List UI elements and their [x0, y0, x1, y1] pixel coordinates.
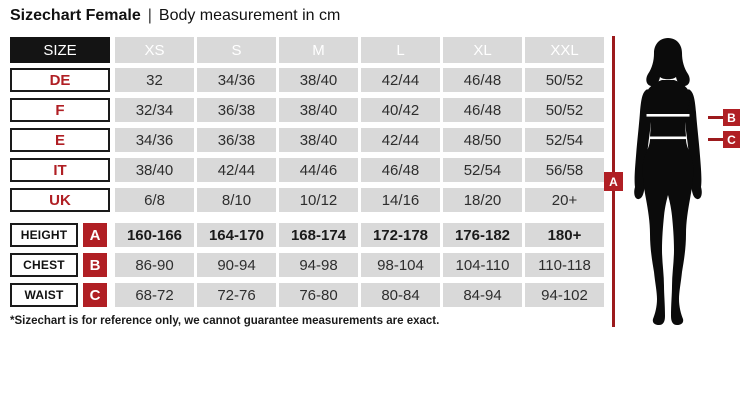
figure-waist-badge: C [723, 131, 740, 148]
size-value-cell: 34/36 [115, 128, 194, 152]
figure-height-badge: A [604, 172, 623, 191]
measure-badge-c: C [83, 283, 107, 307]
measure-value-cell: 68-72 [115, 283, 194, 307]
region-label-uk: UK [10, 188, 110, 212]
measure-label-wrap: WAIST C [10, 283, 110, 307]
size-value-cell: 34/36 [197, 68, 276, 92]
measure-value-cell: 94-102 [525, 283, 604, 307]
header-col-s: S [197, 37, 276, 63]
size-value-cell: 42/44 [361, 128, 440, 152]
measure-value-cell: 164-170 [197, 223, 276, 247]
measure-value-cell: 84-94 [443, 283, 522, 307]
size-row-uk: UK 6/8 8/10 10/12 14/16 18/20 20+ [10, 188, 605, 212]
size-value-cell: 6/8 [115, 188, 194, 212]
size-value-cell: 14/16 [361, 188, 440, 212]
size-value-cell: 38/40 [279, 68, 358, 92]
size-value-cell: 56/58 [525, 158, 604, 182]
size-value-cell: 48/50 [443, 128, 522, 152]
size-value-cell: 46/48 [361, 158, 440, 182]
size-value-cell: 32/34 [115, 98, 194, 122]
title-main: Sizechart Female [10, 7, 141, 24]
size-value-cell: 42/44 [361, 68, 440, 92]
measure-label-waist: WAIST [10, 283, 78, 307]
size-value-cell: 52/54 [443, 158, 522, 182]
header-col-xl: XL [443, 37, 522, 63]
size-table: SIZE XS S M L XL XXL DE 32 34/36 38/40 42/44 46/48 50… [10, 37, 605, 313]
measure-row-chest: CHEST B 86-90 90-94 94-98 98-104 104-110 110-11… [10, 253, 605, 277]
size-value-cell: 50/52 [525, 98, 604, 122]
size-row-de: DE 32 34/36 38/40 42/44 46/48 50/52 [10, 68, 605, 92]
header-col-l: L [361, 37, 440, 63]
size-value-cell: 46/48 [443, 68, 522, 92]
size-value-cell: 36/38 [197, 128, 276, 152]
waist-measure-white-line [650, 136, 687, 140]
measure-badge-b: B [83, 253, 107, 277]
figure-area: A B C [595, 0, 750, 414]
size-value-cell: 52/54 [525, 128, 604, 152]
silhouette-body [642, 80, 694, 325]
measure-label-wrap: CHEST B [10, 253, 110, 277]
header-col-xs: XS [115, 37, 194, 63]
region-label-de: DE [10, 68, 110, 92]
size-value-cell: 8/10 [197, 188, 276, 212]
region-label-f: F [10, 98, 110, 122]
size-value-cell: 36/38 [197, 98, 276, 122]
female-silhouette-icon [634, 38, 702, 325]
size-value-cell: 38/40 [279, 98, 358, 122]
measure-value-cell: 160-166 [115, 223, 194, 247]
measure-row-height: HEIGHT A 160-166 164-170 168-174 172-178 176-1… [10, 223, 605, 247]
size-value-cell: 10/12 [279, 188, 358, 212]
measure-badge-a: A [83, 223, 107, 247]
size-row-e: E 34/36 36/38 38/40 42/44 48/50 52/54 [10, 128, 605, 152]
measure-row-waist: WAIST C 68-72 72-76 76-80 80-84 84-94 94-102 [10, 283, 605, 307]
size-value-cell: 20+ [525, 188, 604, 212]
size-row-it: IT 38/40 42/44 44/46 46/48 52/54 56/58 [10, 158, 605, 182]
measure-value-cell: 110-118 [525, 253, 604, 277]
size-value-cell: 40/42 [361, 98, 440, 122]
measure-label-chest: CHEST [10, 253, 78, 277]
waist-connector-line [708, 138, 723, 141]
measure-value-cell: 172-178 [361, 223, 440, 247]
table-header-row: SIZE XS S M L XL XXL [10, 37, 605, 63]
silhouette-hair-head [646, 38, 690, 87]
measure-value-cell: 180+ [525, 223, 604, 247]
header-size-cell: SIZE [10, 37, 110, 63]
measure-value-cell: 72-76 [197, 283, 276, 307]
size-value-cell: 18/20 [443, 188, 522, 212]
chest-measure-white-line [646, 114, 690, 117]
measure-value-cell: 98-104 [361, 253, 440, 277]
region-label-it: IT [10, 158, 110, 182]
title-subtitle: Body measurement in cm [158, 7, 341, 24]
measure-value-cell: 90-94 [197, 253, 276, 277]
measure-value-cell: 104-110 [443, 253, 522, 277]
measure-value-cell: 94-98 [279, 253, 358, 277]
measure-value-cell: 80-84 [361, 283, 440, 307]
silhouette-left-arm [634, 89, 652, 200]
size-value-cell: 50/52 [525, 68, 604, 92]
size-value-cell: 42/44 [197, 158, 276, 182]
size-value-cell: 38/40 [279, 128, 358, 152]
measure-label-wrap: HEIGHT A [10, 223, 110, 247]
measure-value-cell: 176-182 [443, 223, 522, 247]
size-row-f: F 32/34 36/38 38/40 40/42 46/48 50/52 [10, 98, 605, 122]
footnote-text: *Sizechart is for reference only, we can… [10, 315, 440, 327]
title-separator: | [147, 7, 152, 24]
header-col-xxl: XXL [525, 37, 604, 63]
size-value-cell: 38/40 [115, 158, 194, 182]
size-value-cell: 44/46 [279, 158, 358, 182]
size-value-cell: 46/48 [443, 98, 522, 122]
page-title: Sizechart Female | Body measurement in cm [10, 7, 340, 25]
size-value-cell: 32 [115, 68, 194, 92]
region-label-e: E [10, 128, 110, 152]
figure-chest-badge: B [723, 109, 740, 126]
measure-value-cell: 168-174 [279, 223, 358, 247]
chest-connector-line [708, 116, 723, 119]
measure-value-cell: 86-90 [115, 253, 194, 277]
measure-value-cell: 76-80 [279, 283, 358, 307]
measure-label-height: HEIGHT [10, 223, 78, 247]
silhouette-right-arm [684, 89, 702, 200]
header-col-m: M [279, 37, 358, 63]
